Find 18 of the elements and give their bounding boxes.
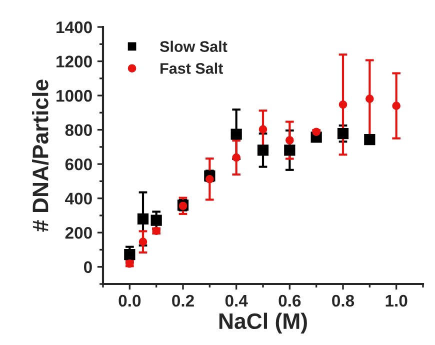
- y-tick-label: 600: [65, 158, 92, 170]
- x-tick-label: 0.8: [332, 294, 354, 307]
- y-tick-label: 800: [65, 124, 92, 136]
- x-axis-title: NaCl (M): [219, 312, 307, 334]
- x-tick-label: 0.4: [225, 294, 248, 307]
- y-tick-label: 1000: [56, 90, 92, 102]
- y-tick-label: 400: [65, 192, 92, 205]
- y-axis-title: # DNA/Particle: [32, 80, 49, 232]
- legend-label: Fast Salt: [160, 62, 224, 74]
- y-tick-label: 0: [84, 261, 92, 274]
- y-tick-label: 200: [65, 227, 92, 239]
- y-tick-label: 1200: [56, 56, 92, 68]
- y-tick-label: 1400: [56, 21, 92, 34]
- legend-label: Slow Salt: [160, 40, 228, 52]
- x-tick-label: 1.0: [386, 294, 408, 307]
- x-tick-label: 0.6: [278, 294, 301, 307]
- x-tick-label: 0.2: [172, 294, 194, 307]
- x-tick-label: 0.0: [118, 294, 141, 307]
